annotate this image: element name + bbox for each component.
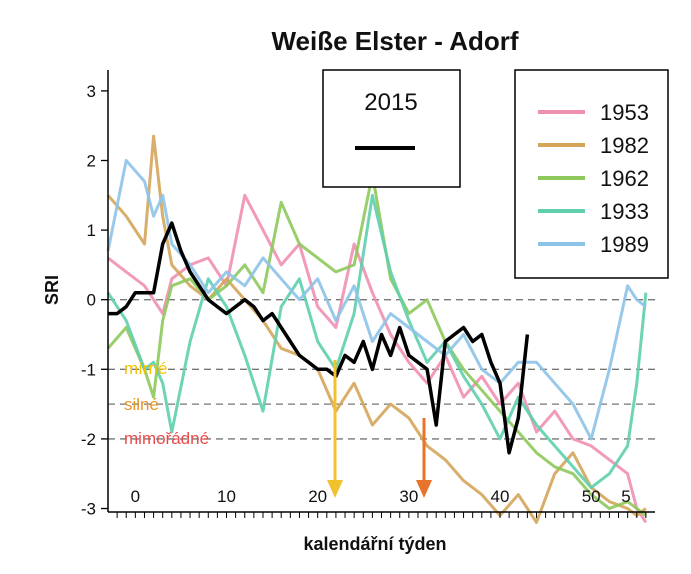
legend-label-1953: 1953 <box>600 100 649 125</box>
legend-label-1989: 1989 <box>600 232 649 257</box>
y-tick-label: 2 <box>87 151 96 170</box>
threshold-label-1: silné <box>124 395 159 414</box>
grid-lines <box>108 299 655 440</box>
x-tick-label: 5 <box>621 487 630 506</box>
y-tick-label: 3 <box>87 82 96 101</box>
series-line-1953 <box>107 193 648 524</box>
threshold-label-2: mimořádné <box>124 429 209 448</box>
y-tick-label: -1 <box>81 360 96 379</box>
x-axis-label: kalendářní týden <box>303 534 446 554</box>
series-line-1933 <box>106 193 648 490</box>
y-tick-label: 0 <box>87 291 96 310</box>
y-axis-label: SRI <box>42 275 62 305</box>
x-tick-label: 40 <box>491 487 510 506</box>
x-tick-label: 0 <box>131 487 140 506</box>
legend-label-1982: 1982 <box>600 133 649 158</box>
legend-label-1933: 1933 <box>600 199 649 224</box>
highlight-legend-box <box>322 69 461 188</box>
highlight-legend-label: 2015 <box>364 89 417 116</box>
threshold-labels: mírné silné mimořádné <box>124 359 209 448</box>
x-tick-label: 30 <box>399 487 418 506</box>
legend: 1953 1982 1962 1933 1989 <box>514 69 669 279</box>
legend-label-1962: 1962 <box>600 166 649 191</box>
x-tick-label: 10 <box>217 487 236 506</box>
x-tick-label: 20 <box>308 487 327 506</box>
highlight-legend: 2015 <box>322 69 461 188</box>
y-tick-label: -3 <box>81 500 96 519</box>
chart-title: Weiße Elster - Adorf <box>271 26 518 56</box>
x-tick-label: 50 <box>582 487 601 506</box>
threshold-label-0: mírné <box>124 359 167 378</box>
series-line-1989 <box>106 159 647 441</box>
arrows <box>327 360 432 498</box>
y-tick-label: -2 <box>81 430 96 449</box>
arrow-yellow-head <box>327 480 343 498</box>
series-line-2015 <box>108 221 530 455</box>
y-tick-label: 1 <box>87 221 96 240</box>
arrow-orange-head <box>416 480 432 498</box>
